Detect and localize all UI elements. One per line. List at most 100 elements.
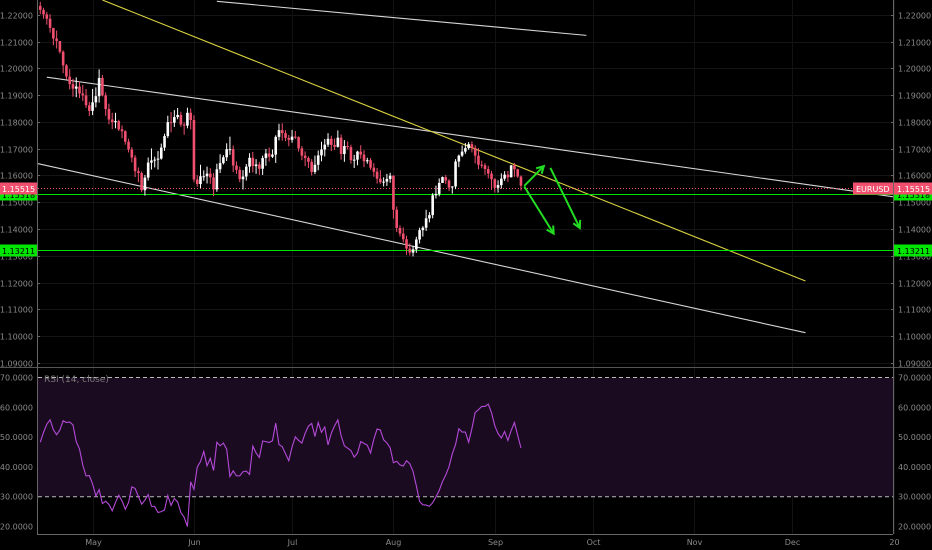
candle-body xyxy=(248,157,251,167)
trendline[interactable] xyxy=(46,76,904,199)
price-tick-label: 1.09000 xyxy=(0,360,33,369)
time-tick-label: Jun xyxy=(187,538,201,547)
candle-body xyxy=(428,215,431,219)
candle-body xyxy=(274,136,278,155)
time-tick-label: Dec xyxy=(785,538,800,547)
candle-body xyxy=(205,173,209,177)
candle-body xyxy=(52,27,55,39)
time-tick-label: Nov xyxy=(687,538,703,547)
candle-body xyxy=(153,159,157,161)
candle-body xyxy=(343,145,346,155)
candle-body xyxy=(264,153,268,159)
forecast-arrow-head[interactable] xyxy=(572,219,582,230)
price-tick-label: 1.14000 xyxy=(0,226,33,235)
candle-body xyxy=(398,227,402,234)
candle-body xyxy=(146,162,150,178)
rsi-axis-right[interactable]: 20.0000 30.0000 40.0000 50.0000 60.0000 70.00… xyxy=(898,374,931,532)
candle-body xyxy=(192,120,196,180)
trendline[interactable] xyxy=(102,0,806,282)
candle-body xyxy=(127,141,130,150)
level-badge-left xyxy=(0,244,37,257)
price-tick-label: 1.15000 xyxy=(898,199,931,208)
candle-body xyxy=(140,173,143,191)
candle-body xyxy=(222,157,225,164)
support-levels[interactable] xyxy=(38,188,893,251)
price-tick-label: 1.14000 xyxy=(898,226,931,235)
price-tick-label: 1.13000 xyxy=(0,253,33,262)
forecast-arrow-shaft[interactable] xyxy=(523,165,545,187)
price-tick-label: 1.13000 xyxy=(898,253,931,262)
candle-body xyxy=(362,154,366,162)
candle-body xyxy=(68,76,71,85)
last-price-badge-right xyxy=(894,182,932,195)
rsi-tick-label: 40.0000 xyxy=(0,463,33,472)
price-tick-label: 1.15000 xyxy=(0,199,33,208)
price-tick-label: 1.17000 xyxy=(0,146,33,155)
price-tick-label: 1.17000 xyxy=(898,146,931,155)
candle-body xyxy=(55,38,58,41)
rsi-tick-label: 60.0000 xyxy=(0,403,33,412)
rsi-panel xyxy=(38,377,893,498)
candle-body xyxy=(228,149,232,151)
candle-body xyxy=(339,137,343,155)
rsi-tick-label: 30.0000 xyxy=(898,493,931,502)
candle-body xyxy=(195,179,199,185)
candles xyxy=(38,1,523,257)
candle-body xyxy=(300,148,304,156)
rsi-axis-left[interactable]: 20.0000 30.0000 40.0000 50.0000 60.0000 70.00… xyxy=(0,374,33,532)
price-tick-label: 1.21000 xyxy=(0,39,33,48)
time-tick-label: Aug xyxy=(386,538,402,547)
candle-body xyxy=(483,165,487,170)
candle-body xyxy=(392,175,395,210)
candle-body xyxy=(38,5,42,10)
candle-body xyxy=(166,122,170,137)
level-badge-right-text: 1.13211 xyxy=(897,247,930,256)
candle-body xyxy=(261,158,264,169)
rsi-tick-label: 20.0000 xyxy=(0,523,33,532)
candle-body xyxy=(320,149,323,156)
candle-body xyxy=(336,137,340,147)
forecast-arrow-head[interactable] xyxy=(535,164,546,175)
candle-body xyxy=(431,195,434,216)
candle-body xyxy=(133,157,137,172)
candle-body xyxy=(287,137,291,140)
forecast-arrow-shaft[interactable] xyxy=(549,167,581,229)
candle-body xyxy=(58,40,62,52)
price-tick-label: 1.18000 xyxy=(898,119,931,128)
time-tick-label: 20 xyxy=(889,538,899,547)
forecast-arrow-head[interactable] xyxy=(546,225,555,236)
candle-body xyxy=(444,177,448,181)
price-axis-right[interactable]: 1.09000 1.10000 1.11000 1.12000 1.13000 1.140… xyxy=(891,12,931,369)
price-tick-label: 1.18000 xyxy=(0,119,33,128)
candle-body xyxy=(163,136,166,148)
candle-body xyxy=(460,151,464,156)
candle-body xyxy=(369,160,372,168)
candle-body xyxy=(496,185,500,188)
candle-body xyxy=(326,138,330,145)
candle-body xyxy=(45,14,49,19)
candle-body xyxy=(473,147,477,156)
price-tick-label: 1.19000 xyxy=(0,92,33,101)
rsi-series xyxy=(39,403,522,527)
forecast-arrow-shaft[interactable] xyxy=(523,185,555,235)
price-tick-label: 1.21000 xyxy=(898,39,931,48)
price-tick-label: 1.11000 xyxy=(898,306,931,315)
price-axis-left[interactable]: 1.09000 1.10000 1.11000 1.12000 1.13000 1.140… xyxy=(0,12,40,369)
candle-body xyxy=(519,176,523,186)
trendline[interactable] xyxy=(36,162,806,334)
price-tick-label: 1.16000 xyxy=(0,172,33,181)
candle-body xyxy=(182,124,186,126)
candle-body xyxy=(42,9,45,15)
time-axis[interactable]: May Jun Jul Aug Sep Oct Nov Dec 20 xyxy=(85,538,899,547)
candle-body xyxy=(346,145,349,148)
candle-body xyxy=(441,177,444,183)
candle-body xyxy=(156,158,160,160)
time-tick-label: Oct xyxy=(587,538,601,547)
price-tick-label: 1.16000 xyxy=(898,172,931,181)
forecast-arrows[interactable] xyxy=(523,164,582,236)
price-tick-label: 1.20000 xyxy=(898,65,931,74)
candle-body xyxy=(88,105,91,111)
trendline[interactable] xyxy=(216,0,587,36)
trendlines[interactable] xyxy=(36,0,904,334)
